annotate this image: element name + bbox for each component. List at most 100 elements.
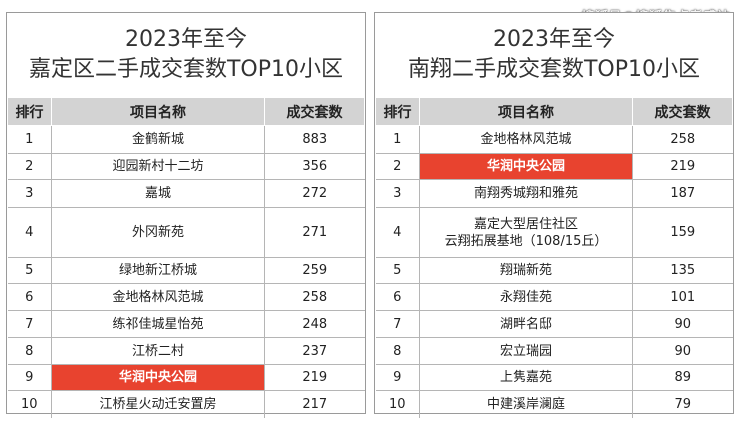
- table-row: 6 永翔佳苑 101: [375, 283, 733, 311]
- table-row-highlighted: 9 华润中央公园 219: [7, 364, 365, 391]
- name-cell: 翔瑞新苑: [419, 257, 633, 284]
- table-header-row: 排行 项目名称 成交套数: [7, 97, 365, 126]
- table-row: 3 嘉城 272: [7, 179, 365, 208]
- rank-cell: 5: [7, 257, 52, 284]
- header-deal-count: 成交套数: [264, 97, 365, 126]
- count-cell: 135: [632, 257, 733, 284]
- name-cell: 中建溪岸澜庭: [419, 390, 633, 418]
- header-rank: 排行: [375, 97, 420, 126]
- name-cell: 宏立瑞园: [419, 337, 633, 365]
- name-cell: 金地格林风范城: [51, 283, 265, 311]
- rank-cell: 9: [375, 364, 420, 391]
- header-project-name: 项目名称: [51, 97, 265, 126]
- title-line-2: 嘉定区二手成交套数TOP10小区: [28, 57, 344, 82]
- table-row: 1 金鹤新城 883: [7, 125, 365, 154]
- jiading-ranking-panel: 2023年至今 嘉定区二手成交套数TOP10小区 排行 项目名称 成交套数 1 …: [6, 12, 366, 418]
- name-line-1: 嘉定大型居住社区: [473, 216, 578, 232]
- panel-title: 2023年至今 嘉定区二手成交套数TOP10小区: [7, 13, 365, 97]
- table-row: 4 外冈新苑 271: [7, 207, 365, 258]
- rank-cell: 1: [375, 125, 420, 154]
- table-row: 9 上隽嘉苑 89: [375, 364, 733, 391]
- rank-cell: 3: [7, 179, 52, 208]
- name-cell: 绿地新江桥城: [51, 257, 265, 284]
- rank-cell: 10: [7, 390, 52, 418]
- ranking-table: 排行 项目名称 成交套数 1 金地格林风范城 258 2 华润中央公园 219 …: [375, 97, 733, 418]
- count-cell: 79: [674, 396, 692, 412]
- name-cell: 外冈新苑: [51, 207, 265, 258]
- count-cell: 356: [264, 153, 365, 180]
- count-cell: 90: [632, 310, 733, 338]
- name-cell-highlighted: 华润中央公园: [51, 364, 265, 391]
- rank-cell: 10: [375, 390, 420, 418]
- table-row: 3 南翔秀城翔和雅苑 187: [375, 179, 733, 208]
- name-cell: 练祁佳城星怡苑: [51, 310, 265, 338]
- table-row: 6 金地格林风范城 258: [7, 283, 365, 311]
- table-row: 10 中建溪岸澜庭 79: [375, 390, 733, 418]
- rank-cell: 4: [7, 207, 52, 258]
- panel-title: 2023年至今 南翔二手成交套数TOP10小区: [375, 13, 733, 97]
- count-cell: 89: [632, 364, 733, 391]
- rank-cell: 7: [7, 310, 52, 338]
- rank-cell: 8: [375, 337, 420, 365]
- table-row: 7 练祁佳城星怡苑 248: [7, 310, 365, 338]
- table-row: 10 江桥星火动迁安置房 217: [7, 390, 365, 418]
- rank-cell: 1: [7, 125, 52, 154]
- count-cell: 219: [632, 153, 733, 180]
- rank-cell: 6: [375, 283, 420, 311]
- ranking-table: 排行 项目名称 成交套数 1 金鹤新城 883 2 迎园新村十二坊 356 3 …: [7, 97, 365, 418]
- count-cell: 272: [264, 179, 365, 208]
- count-cell: 258: [632, 125, 733, 154]
- name-cell: 金地格林风范城: [419, 125, 633, 154]
- name-cell: 湖畔名邸: [419, 310, 633, 338]
- name-cell: 南翔秀城翔和雅苑: [419, 179, 633, 208]
- rank-cell: 2: [375, 153, 420, 180]
- nanxiang-ranking-panel: 2023年至今 南翔二手成交套数TOP10小区 排行 项目名称 成交套数 1 金…: [374, 12, 734, 418]
- count-cell: 219: [264, 364, 365, 391]
- title-line-2: 南翔二手成交套数TOP10小区: [407, 57, 701, 82]
- name-cell: 上隽嘉苑: [419, 364, 633, 391]
- table-row: 1 金地格林风范城 258: [375, 125, 733, 154]
- header-rank: 排行: [7, 97, 52, 126]
- title-line-1: 2023年至今: [125, 27, 247, 52]
- rank-cell: 3: [375, 179, 420, 208]
- rank-cell: 4: [375, 207, 420, 258]
- name-cell-two-line: 嘉定大型居住社区 云翔拓展基地（108/15丘）: [419, 207, 633, 258]
- rank-cell: 6: [7, 283, 52, 311]
- name-cell: 永翔佳苑: [419, 283, 633, 311]
- count-cell: 90: [632, 337, 733, 365]
- count-cell: 883: [264, 125, 365, 154]
- count-cell: 258: [264, 283, 365, 311]
- table-row: 5 绿地新江桥城 259: [7, 257, 365, 284]
- count-cell: 159: [632, 207, 733, 258]
- table-row: 2 迎园新村十二坊 356: [7, 153, 365, 180]
- count-cell: 101: [632, 283, 733, 311]
- name-cell: 江桥星火动迁安置房: [51, 390, 265, 418]
- count-cell: 217: [302, 396, 328, 412]
- name-line-2: 云翔拓展基地（108/15丘）: [444, 233, 608, 249]
- name-cell: 江桥二村: [51, 337, 265, 365]
- count-cell: 259: [264, 257, 365, 284]
- table-row: 7 湖畔名邸 90: [375, 310, 733, 338]
- rank-cell: 5: [375, 257, 420, 284]
- rank-cell: 2: [7, 153, 52, 180]
- count-cell: 248: [264, 310, 365, 338]
- header-project-name: 项目名称: [419, 97, 633, 126]
- rank-cell: 9: [7, 364, 52, 391]
- header-deal-count: 成交套数: [632, 97, 733, 126]
- name-cell: 金鹤新城: [51, 125, 265, 154]
- table-row-highlighted: 2 华润中央公园 219: [375, 153, 733, 180]
- name-cell: 迎园新村十二坊: [51, 153, 265, 180]
- title-line-1: 2023年至今: [493, 27, 615, 52]
- count-cell: 271: [264, 207, 365, 258]
- table-row: 5 翔瑞新苑 135: [375, 257, 733, 284]
- table-row: 8 江桥二村 237: [7, 337, 365, 365]
- rank-cell: 8: [7, 337, 52, 365]
- count-cell: 187: [632, 179, 733, 208]
- table-header-row: 排行 项目名称 成交套数: [375, 97, 733, 126]
- name-cell: 嘉城: [51, 179, 265, 208]
- count-cell: 237: [264, 337, 365, 365]
- table-row: 8 宏立瑞园 90: [375, 337, 733, 365]
- name-cell-highlighted: 华润中央公园: [419, 153, 633, 180]
- rank-cell: 7: [375, 310, 420, 338]
- table-row: 4 嘉定大型居住社区 云翔拓展基地（108/15丘） 159: [375, 207, 733, 258]
